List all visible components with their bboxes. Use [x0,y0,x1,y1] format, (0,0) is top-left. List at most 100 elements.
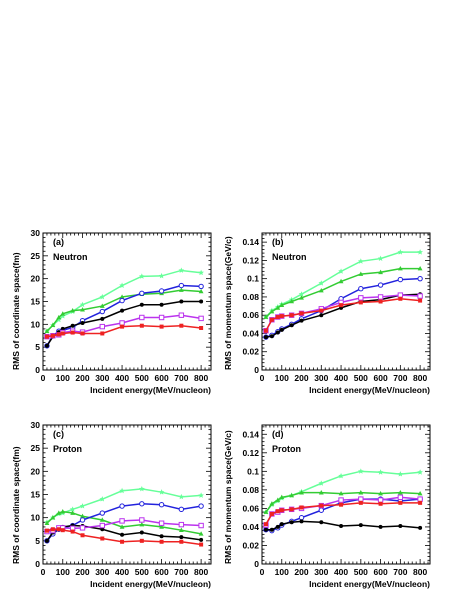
data-point [338,490,344,496]
x-tick-label: 700 [393,567,407,577]
y-tick-label: 0.1 [247,274,259,284]
data-point [298,514,305,521]
series-4 [263,519,423,532]
data-point [60,331,65,336]
y-tick-label: 0.14 [242,429,259,439]
data-point [275,305,281,310]
data-point [269,501,275,506]
data-point [289,323,294,328]
data-point [279,494,285,500]
data-point [120,324,125,329]
data-point [139,290,145,296]
x-tick-label: 0 [260,567,265,577]
y-tick-label: 30 [31,228,41,238]
series-6 [263,296,423,333]
data-point [339,303,344,308]
x-tick-label: 500 [354,373,368,383]
data-point [269,334,274,339]
data-point [56,314,62,320]
data-point [397,266,403,271]
data-point [60,509,66,514]
data-point [289,520,294,525]
data-point [378,490,383,496]
data-point [269,527,274,532]
data-point [318,287,324,293]
data-point [119,282,125,288]
data-point [80,307,85,312]
data-point [99,510,105,516]
data-point [80,320,85,325]
data-point [99,522,105,529]
y-tick-label: 0 [35,365,40,375]
data-point [99,303,105,308]
data-point [158,314,165,321]
data-point [378,501,383,506]
data-point [100,316,105,321]
data-point [178,521,185,528]
data-point [179,535,184,540]
data-point [100,331,105,336]
data-point [397,490,403,495]
series-2 [263,266,423,319]
data-point [418,525,423,530]
x-tick-label: 300 [314,373,328,383]
x-tick-label: 300 [314,567,328,577]
data-point [198,503,204,509]
data-point [198,522,204,529]
data-point [357,258,364,264]
series-6 [44,323,204,339]
data-point [120,308,125,313]
data-point [263,527,268,532]
data-point [178,267,185,273]
data-point [178,312,185,318]
y-tick-label: 0.06 [242,503,259,513]
data-point [80,533,85,538]
data-point [289,298,295,304]
data-point [269,308,275,314]
data-point [377,497,384,503]
y-tick-label: 0.1 [247,466,259,476]
data-point [339,502,344,507]
data-point [80,513,85,519]
x-tick-label: 500 [135,567,149,577]
data-point [159,524,164,529]
data-point [269,317,274,322]
x-tick-label: 700 [393,373,407,383]
x-tick-label: 700 [174,567,188,577]
plot-frame [261,232,431,371]
data-point [50,333,55,338]
data-point [179,299,184,304]
data-point [275,509,280,514]
x-tick-label: 200 [294,567,308,577]
series-6 [263,500,423,527]
data-point [199,325,204,330]
data-point [178,282,185,289]
series-1 [263,468,423,515]
x-tick-label: 0 [41,567,46,577]
data-point [299,490,304,495]
data-point [139,302,144,307]
data-point [119,294,125,299]
data-point [377,255,384,261]
chart-panel-d: 0 100 200 300 400 500 600 700 800 0 0.02 0.04 0.06 0.… [223,424,431,589]
data-point [299,318,304,323]
x-tick-label: 400 [334,567,348,577]
data-point [358,300,363,305]
data-point [358,295,364,301]
data-point [99,517,105,522]
data-point [279,314,284,319]
data-point [50,527,55,532]
data-point [263,335,268,340]
data-point [119,297,125,304]
data-point [279,508,284,513]
data-point [44,343,49,348]
x-tick-label: 200 [294,373,308,383]
data-point [44,528,49,533]
panel-label: (d) [272,429,284,439]
x-tick-label: 200 [75,373,89,383]
data-point [319,308,324,313]
data-point [60,528,65,533]
data-point [263,328,268,333]
data-point [56,527,61,532]
